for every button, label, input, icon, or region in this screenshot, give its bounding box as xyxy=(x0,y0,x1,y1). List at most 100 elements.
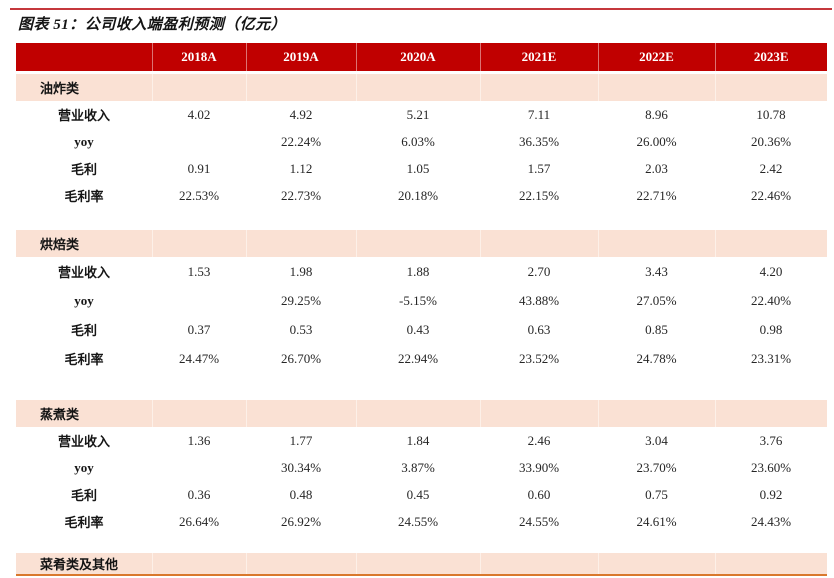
category-cell xyxy=(715,230,827,257)
group-spacer-row xyxy=(16,535,827,553)
category-cell xyxy=(480,400,599,427)
value-cell: 23.31% xyxy=(750,350,792,366)
value-cell: 0.98 xyxy=(759,321,783,337)
value-cell: 4.92 xyxy=(289,106,313,122)
category-cell xyxy=(356,400,481,427)
value-cell: 6.03% xyxy=(401,133,435,149)
metric-label: 毛利 xyxy=(70,162,97,177)
value-cell: 2.46 xyxy=(527,432,551,448)
category-cell xyxy=(356,230,481,257)
value-cell: 1.53 xyxy=(187,263,211,279)
metric-row: 营业收入 4.02 4.92 5.21 7.11 8.96 10.78 xyxy=(16,101,827,128)
value-cell: 24.61% xyxy=(636,513,677,529)
value-cell: 26.00% xyxy=(636,133,677,149)
year-column-header: 2020A xyxy=(356,43,481,71)
category-cell xyxy=(356,553,481,576)
corner-cell xyxy=(16,43,153,71)
metric-label: 毛利率 xyxy=(64,352,104,367)
category-cell xyxy=(246,553,357,576)
value-cell: 22.40% xyxy=(750,292,792,308)
value-cell: 1.84 xyxy=(406,432,430,448)
metric-label: 营业收入 xyxy=(57,265,110,280)
value-cell: 23.70% xyxy=(636,459,677,475)
table-header-row: 2018A 2019A 2020A 2021E 2022E 2023E xyxy=(16,43,827,71)
category-cell xyxy=(246,74,357,101)
metric-label: yoy xyxy=(74,133,94,149)
value-cell: 3.76 xyxy=(759,432,783,448)
metric-label: 毛利 xyxy=(70,323,97,338)
group-spacer-cell xyxy=(16,373,827,400)
metric-label: 营业收入 xyxy=(57,108,110,123)
value-cell xyxy=(152,454,246,481)
metric-label: yoy xyxy=(74,292,94,308)
category-row: 油炸类 xyxy=(16,74,827,101)
metric-row: 毛利率 24.47% 26.70% 22.94% 23.52% 24.78% 23.31% xyxy=(16,344,827,373)
value-cell: 22.24% xyxy=(280,133,322,149)
value-cell: 23.52% xyxy=(518,350,560,366)
group-spacer-cell xyxy=(16,535,827,553)
value-cell: 26.64% xyxy=(178,513,220,529)
category-cell xyxy=(152,553,247,576)
value-cell: 1.12 xyxy=(289,160,313,176)
group-spacer-cell xyxy=(16,209,827,230)
metric-row: 毛利率 26.64% 26.92% 24.55% 24.55% 24.61% 24.43% xyxy=(16,508,827,535)
category-label: 蒸煮类 xyxy=(16,400,153,427)
value-cell: 4.20 xyxy=(759,263,783,279)
value-cell: 0.45 xyxy=(406,486,430,502)
metric-label: 毛利率 xyxy=(64,189,104,204)
value-cell: 0.92 xyxy=(759,486,783,502)
year-column-header: 2022E xyxy=(598,43,716,71)
value-cell: 3.04 xyxy=(645,432,668,448)
metric-label: 毛利率 xyxy=(64,515,104,530)
value-cell: -5.15% xyxy=(399,292,437,308)
value-cell: 20.18% xyxy=(397,187,439,203)
value-cell: 0.91 xyxy=(187,160,211,176)
metric-label: 营业收入 xyxy=(57,434,110,449)
metric-row: 毛利 0.91 1.12 1.05 1.57 2.03 2.42 xyxy=(16,155,827,182)
value-cell: 2.03 xyxy=(645,160,668,176)
value-cell xyxy=(152,286,246,315)
category-cell xyxy=(356,74,481,101)
category-cell xyxy=(715,74,827,101)
value-cell xyxy=(152,128,246,155)
value-cell: 1.98 xyxy=(289,263,313,279)
value-cell: 0.37 xyxy=(187,321,211,337)
value-cell: 1.77 xyxy=(289,432,313,448)
metric-row: yoy 30.34% 3.87% 33.90% 23.70% 23.60% xyxy=(16,454,827,481)
value-cell: 26.92% xyxy=(280,513,322,529)
value-cell: 0.63 xyxy=(527,321,551,337)
metric-row: 毛利 0.37 0.53 0.43 0.63 0.85 0.98 xyxy=(16,315,827,344)
value-cell: 26.70% xyxy=(280,350,322,366)
category-cell xyxy=(246,400,357,427)
group-spacer-row xyxy=(16,209,827,230)
metric-row: 营业收入 1.53 1.98 1.88 2.70 3.43 4.20 xyxy=(16,257,827,286)
metric-row: yoy 22.24% 6.03% 36.35% 26.00% 20.36% xyxy=(16,128,827,155)
category-label: 菜肴类及其他 xyxy=(16,553,153,576)
category-row: 蒸煮类 xyxy=(16,400,827,427)
group-spacer-row xyxy=(16,373,827,400)
metric-row: yoy 29.25% -5.15% 43.88% 27.05% 22.40% xyxy=(16,286,827,315)
category-cell xyxy=(715,400,827,427)
value-cell: 24.47% xyxy=(178,350,220,366)
value-cell: 22.15% xyxy=(518,187,560,203)
table-body: 油炸类 营业收入 4.02 4.92 5.21 7.11 8.96 10.78 yoy 22.24… xyxy=(16,71,827,576)
category-cell xyxy=(715,553,827,576)
value-cell: 5.21 xyxy=(406,106,430,122)
value-cell: 22.53% xyxy=(178,187,220,203)
metric-row: 营业收入 1.36 1.77 1.84 2.46 3.04 3.76 xyxy=(16,427,827,454)
value-cell: 22.94% xyxy=(397,350,439,366)
value-cell: 24.55% xyxy=(518,513,560,529)
category-row: 烘焙类 xyxy=(16,230,827,257)
category-cell xyxy=(598,74,716,101)
category-cell xyxy=(598,553,716,576)
category-cell xyxy=(480,553,599,576)
value-cell: 23.60% xyxy=(750,459,792,475)
value-cell: 2.70 xyxy=(527,263,551,279)
year-column-header: 2018A xyxy=(152,43,247,71)
metric-row: 毛利 0.36 0.48 0.45 0.60 0.75 0.92 xyxy=(16,481,827,508)
profit-forecast-table: 2018A 2019A 2020A 2021E 2022E 2023E 油炸类营业收入 4.… xyxy=(16,43,827,576)
value-cell: 0.53 xyxy=(289,321,313,337)
value-cell: 2.42 xyxy=(759,160,783,176)
value-cell: 1.05 xyxy=(406,160,430,176)
value-cell: 1.88 xyxy=(406,263,430,279)
